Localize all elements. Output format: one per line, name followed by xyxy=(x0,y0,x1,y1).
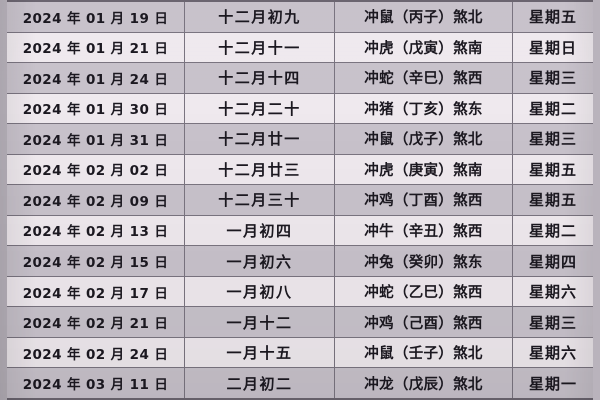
cell-gregorian-date: 2024 年 01 月 24 日 xyxy=(7,63,185,93)
cell-clash-sha: 冲牛（辛丑）煞西 xyxy=(335,215,513,246)
cell-gregorian-date: 2024 年 02 月 21 日 xyxy=(7,307,185,337)
table-row[interactable]: 2024 年 02 月 09 日十二月三十 冲鸡（丁酉）煞西 星期五 xyxy=(7,185,593,216)
cell-clash-sha: 冲兔（癸卯）煞东 xyxy=(335,246,513,276)
table-row[interactable]: 2024 年 01 月 31 日十二月廿一 冲鼠（戊子）煞北 星期三 xyxy=(7,124,593,155)
cell-gregorian-date: 2024 年 02 月 09 日 xyxy=(7,185,185,215)
cell-weekday: 星期五 xyxy=(528,8,577,27)
cell-clash-sha: 冲鼠（戊子）煞北 xyxy=(335,124,513,154)
cell-lunar-date: 十二月十四 xyxy=(185,63,335,93)
cell-clash-sha: 冲虎（戊寅）煞南 xyxy=(335,32,513,63)
cell-lunar-date: 十二月二十 xyxy=(185,93,335,124)
cell-gregorian-date: 2024 年 02 月 24 日 xyxy=(7,337,185,368)
cell-weekday: 星期六 xyxy=(528,344,577,363)
cell-lunar-date: 十二月廿一 xyxy=(185,124,335,154)
cell-weekday: 星期五 xyxy=(528,191,577,210)
cell-weekday: 星期日 xyxy=(528,38,577,57)
cell-weekday: 星期五 xyxy=(528,160,577,179)
cell-gregorian-date: 2024 年 02 月 17 日 xyxy=(7,276,185,307)
table-row[interactable]: 2024 年 01 月 21 日十二月十一 冲虎（戊寅）煞南 星期日 xyxy=(7,32,593,64)
cell-lunar-date: 一月初八 xyxy=(185,276,335,307)
cell-gregorian-date: 2024 年 02 月 13 日 xyxy=(7,215,185,246)
cell-clash-sha: 冲鼠（壬子）煞北 xyxy=(335,337,513,368)
table-row[interactable]: 2024 年 02 月 17 日一月初八 冲蛇（乙巳）煞西 星期六 xyxy=(7,276,593,308)
cell-clash-sha: 冲虎（庚寅）煞南 xyxy=(335,154,513,185)
cell-lunar-date: 一月初四 xyxy=(185,215,335,246)
cell-clash-sha: 冲鼠（丙子）煞北 xyxy=(335,2,513,32)
table-row[interactable]: 2024 年 02 月 15 日一月初六 冲兔（癸卯）煞东 星期四 xyxy=(7,246,593,277)
cell-lunar-date: 十二月廿三 xyxy=(185,154,335,185)
cell-gregorian-date: 2024 年 01 月 19 日 xyxy=(7,2,185,32)
cell-gregorian-date: 2024 年 01 月 31 日 xyxy=(7,124,185,154)
cell-weekday: 星期三 xyxy=(528,313,577,332)
table-row[interactable]: 2024 年 01 月 30 日十二月二十 冲猪（丁亥）煞东 星期二 xyxy=(7,93,593,125)
cell-clash-sha: 冲龙（戊辰）煞北 xyxy=(335,368,513,398)
cell-lunar-date: 十二月十一 xyxy=(185,32,335,63)
cell-gregorian-date: 2024 年 02 月 02 日 xyxy=(7,154,185,185)
cell-clash-sha: 冲鸡（丁酉）煞西 xyxy=(335,185,513,215)
cell-lunar-date: 十二月三十 xyxy=(185,185,335,215)
table-row[interactable]: 2024 年 01 月 19 日十二月初九 冲鼠（丙子）煞北 星期五 xyxy=(7,2,593,33)
cell-gregorian-date: 2024 年 01 月 21 日 xyxy=(7,32,185,63)
cell-gregorian-date: 2024 年 02 月 15 日 xyxy=(7,246,185,276)
cell-weekday: 星期二 xyxy=(528,221,577,240)
table-row[interactable]: 2024 年 03 月 11 日二月初二 冲龙（戊辰）煞北 星期一 xyxy=(7,368,593,398)
cell-weekday: 星期三 xyxy=(528,130,577,149)
table-row[interactable]: 2024 年 02 月 02 日十二月廿三 冲虎（庚寅）煞南 星期五 xyxy=(7,154,593,186)
table-row[interactable]: 2024 年 01 月 24 日十二月十四 冲蛇（辛巳）煞西 星期三 xyxy=(7,63,593,94)
cell-lunar-date: 一月十五 xyxy=(185,337,335,368)
cell-weekday: 星期四 xyxy=(528,252,577,271)
cell-weekday: 星期六 xyxy=(528,283,577,302)
cell-clash-sha: 冲猪（丁亥）煞东 xyxy=(335,93,513,124)
cell-clash-sha: 冲蛇（辛巳）煞西 xyxy=(335,63,513,93)
cell-weekday: 星期二 xyxy=(528,99,577,118)
cell-gregorian-date: 2024 年 03 月 11 日 xyxy=(7,368,185,398)
cell-lunar-date: 一月初六 xyxy=(185,246,335,276)
table-row[interactable]: 2024 年 02 月 13 日一月初四 冲牛（辛丑）煞西 星期二 xyxy=(7,215,593,247)
cell-lunar-date: 一月十二 xyxy=(185,307,335,337)
almanac-table: 2024 年 01 月 19 日十二月初九 冲鼠（丙子）煞北 星期五 2024 年 0… xyxy=(7,0,593,400)
table-row[interactable]: 2024 年 02 月 24 日一月十五 冲鼠（壬子）煞北 星期六 xyxy=(7,337,593,369)
cell-lunar-date: 十二月初九 xyxy=(185,2,335,32)
table-row[interactable]: 2024 年 02 月 21 日一月十二 冲鸡（己酉）煞西 星期三 xyxy=(7,307,593,338)
cell-weekday: 星期三 xyxy=(528,69,577,88)
cell-gregorian-date: 2024 年 01 月 30 日 xyxy=(7,93,185,124)
cell-clash-sha: 冲鸡（己酉）煞西 xyxy=(335,307,513,337)
cell-weekday: 星期一 xyxy=(528,374,577,393)
cell-clash-sha: 冲蛇（乙巳）煞西 xyxy=(335,276,513,307)
cell-lunar-date: 二月初二 xyxy=(185,368,335,398)
